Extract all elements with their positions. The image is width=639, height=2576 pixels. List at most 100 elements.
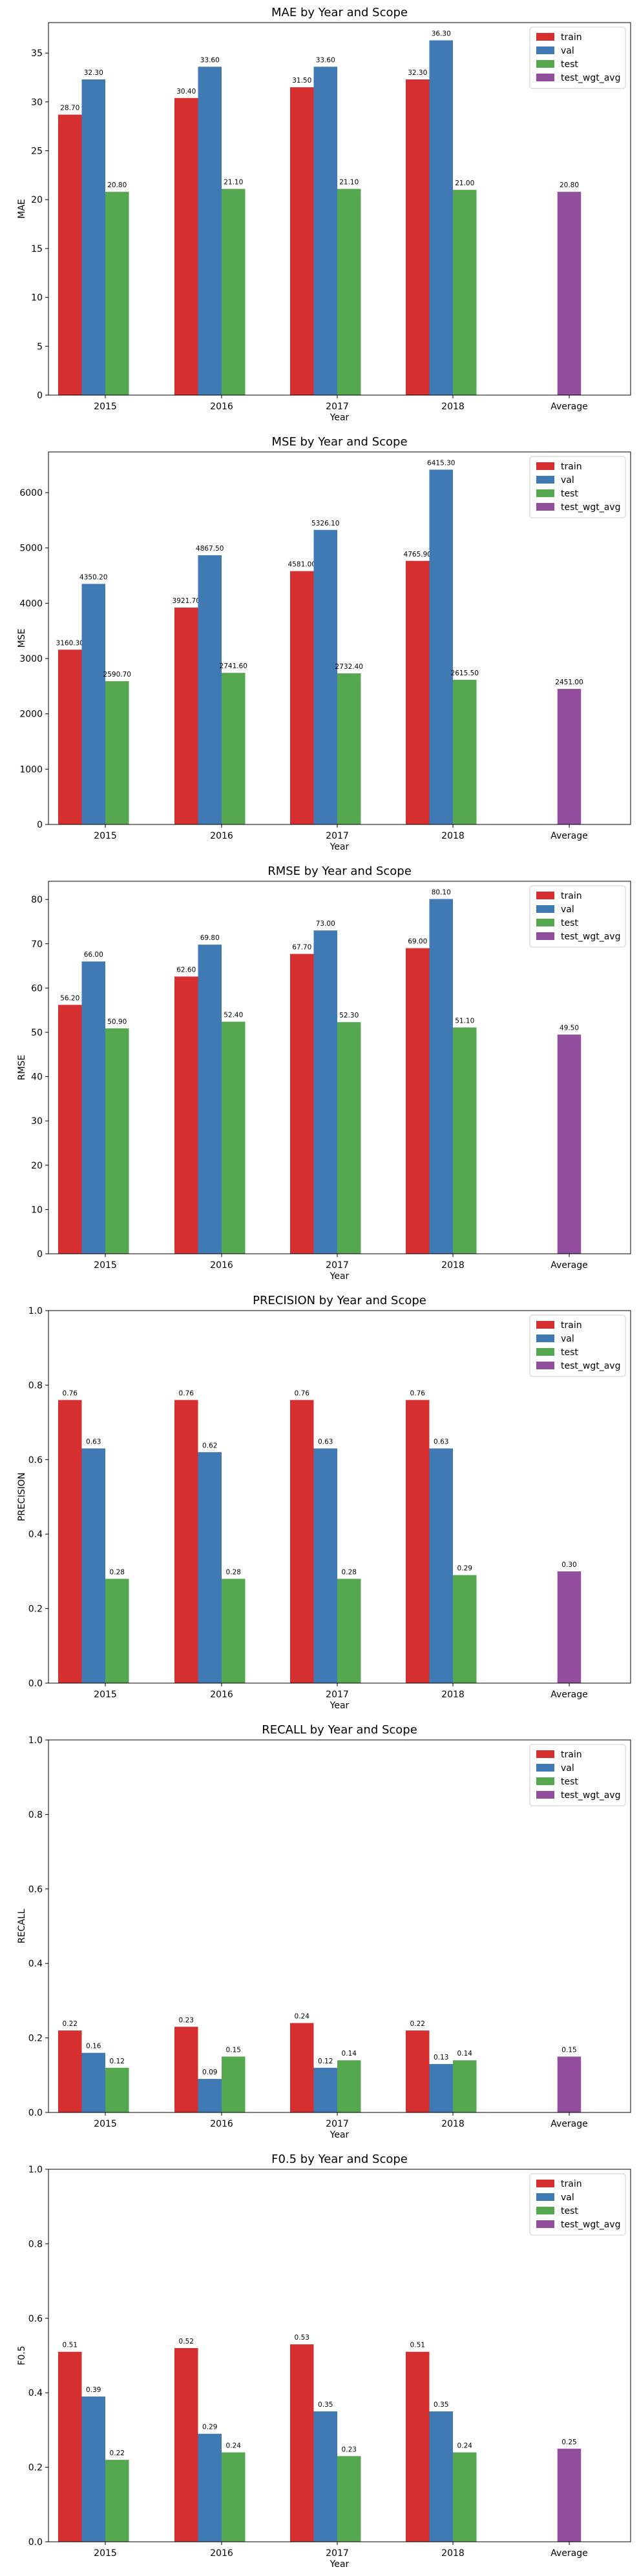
- chart-5-xtick-label: 2016: [210, 2119, 233, 2129]
- chart-1-data-label: 30.40: [176, 88, 196, 96]
- chart-2-ytick-label: 2000: [19, 710, 43, 720]
- chart-2-legend-label-train: train: [561, 462, 582, 472]
- chart-6-bar-train-2018: [406, 2351, 430, 2542]
- chart-5-ytick-label: 0.4: [28, 1959, 43, 1969]
- chart-6-title: F0.5 by Year and Scope: [271, 2152, 408, 2166]
- chart-6-data-label: 0.53: [295, 2334, 309, 2342]
- chart-2-data-label: 6415.30: [427, 459, 455, 467]
- chart-1-legend: train val test test_wgt_avg: [529, 26, 626, 89]
- chart-5-data-label: 0.23: [179, 2016, 194, 2024]
- chart-3-data-label: 49.50: [560, 1024, 579, 1032]
- chart-4-data-label: 0.30: [561, 1561, 576, 1569]
- chart-2-title: MSE by Year and Scope: [271, 435, 407, 449]
- chart-1-legend-swatch-train: [536, 33, 554, 41]
- chart-4-legend-swatch-test_wgt_avg: [536, 1362, 554, 1369]
- chart-5-data-label: 0.16: [86, 2043, 101, 2050]
- chart-6-data-label: 0.22: [110, 2449, 125, 2457]
- chart-5-title: RECALL by Year and Scope: [262, 1723, 417, 1737]
- chart-5-ytick-label: 0.6: [28, 1885, 43, 1895]
- chart-1-bar-val-2018: [429, 40, 453, 395]
- chart-5-ylabel: RECALL: [17, 1909, 27, 1944]
- chart-2-xtick-label: 2016: [210, 831, 233, 841]
- chart-6-data-label: 0.24: [457, 2442, 473, 2450]
- chart-2-data-label: 2732.40: [335, 663, 363, 671]
- chart-1-data-label: 28.70: [60, 105, 79, 112]
- chart-2-xtick-label: Average: [550, 831, 588, 841]
- chart-4-bar-train-2018: [406, 1400, 430, 1683]
- chart-3-data-label: 50.90: [107, 1018, 127, 1026]
- chart-3-data-label: 52.40: [224, 1012, 243, 1019]
- chart-6-ytick-label: 0.0: [28, 2537, 43, 2548]
- chart-2-bar-train-2018: [406, 560, 430, 824]
- chart-1-ytick-label: 35: [31, 48, 43, 59]
- chart-3-ytick-label: 50: [31, 1028, 43, 1038]
- chart-1-data-label: 21.10: [339, 179, 359, 187]
- chart-5-xtick-label: 2018: [441, 2119, 465, 2129]
- chart-3-legend-swatch-val: [536, 905, 554, 913]
- chart-4-bar-test-2015: [105, 1579, 129, 1683]
- chart-3-bar-val-2018: [429, 899, 453, 1254]
- chart-1-legend-swatch-test_wgt_avg: [536, 74, 554, 81]
- chart-2: MSE by Year and Scope 0 1000 2000 3000 4000 50…: [17, 435, 631, 852]
- chart-1-legend-swatch-val: [536, 46, 554, 54]
- chart-4-data-label: 0.63: [434, 1438, 448, 1446]
- chart-1-ylabel: MAE: [17, 199, 27, 219]
- chart-6-bar-test-2017: [337, 2456, 361, 2542]
- chart-6-data-label: 0.35: [434, 2401, 448, 2409]
- chart-4-bar-test-2018: [453, 1575, 477, 1683]
- chart-1-xtick-label: 2017: [326, 402, 349, 412]
- chart-4-xtick-label: 2015: [94, 1690, 117, 1700]
- chart-2-legend-label-test: test: [561, 489, 578, 499]
- chart-4-data-label: 0.76: [295, 1389, 310, 1397]
- chart-6-xlabel: Year: [330, 2559, 350, 2570]
- chart-4-bar-val-2016: [198, 1452, 222, 1683]
- chart-6-data-label: 0.23: [342, 2446, 357, 2453]
- chart-1-xtick-label: 2018: [441, 402, 465, 412]
- chart-4-ytick-label: 0.6: [28, 1455, 43, 1466]
- chart-2-bar-val-2015: [81, 584, 105, 824]
- chart-2-data-label: 5326.10: [311, 520, 339, 527]
- chart-4-ytick-label: 1.0: [28, 1306, 43, 1316]
- chart-1-xtick-label: Average: [550, 402, 588, 412]
- chart-1-bar-test-2017: [337, 189, 361, 395]
- chart-4-legend-swatch-test: [536, 1348, 554, 1356]
- chart-2-bar-train-2015: [58, 649, 82, 824]
- chart-6-data-label: 0.52: [179, 2338, 194, 2346]
- chart-4-bar-train-2017: [290, 1400, 314, 1683]
- chart-6-ytick-label: 0.2: [28, 2463, 43, 2473]
- chart-3-ylabel: RMSE: [17, 1055, 27, 1081]
- chart-5-xtick-label: 2015: [94, 2119, 117, 2129]
- chart-4-xtick-label: 2017: [326, 1690, 349, 1700]
- chart-3-bar-val-2015: [81, 961, 105, 1254]
- chart-6-legend-swatch-val: [536, 2193, 554, 2201]
- chart-3-bar-test-2016: [222, 1021, 246, 1254]
- chart-2-data-label: 3160.30: [56, 639, 84, 647]
- chart-5-data-label: 0.14: [342, 2050, 357, 2058]
- chart-4-ytick-label: 0.2: [28, 1604, 43, 1615]
- chart-6-xtick-label: 2016: [210, 2548, 233, 2559]
- chart-6-data-label: 0.35: [318, 2401, 333, 2409]
- chart-5-data-label: 0.22: [63, 2020, 78, 2028]
- chart-1-xtick-label: 2016: [210, 402, 233, 412]
- chart-1-bar-val-2017: [313, 66, 337, 396]
- chart-5-plot-frame: [48, 1739, 631, 2113]
- chart-4-legend: train val test test_wgt_avg: [529, 1314, 626, 1377]
- chart-5-bar-train-2018: [406, 2030, 430, 2112]
- chart-3-ytick-label: 10: [31, 1205, 43, 1215]
- chart-2-bar-test-2017: [337, 673, 361, 824]
- chart-3-plot-frame: [48, 881, 631, 1254]
- chart-4-legend-swatch-val: [536, 1334, 554, 1342]
- chart-3-bar-train-2016: [174, 976, 198, 1254]
- chart-1-bar-train-2016: [174, 97, 198, 396]
- chart-3-bar-test-2018: [453, 1027, 477, 1254]
- chart-1-bar-test-2016: [222, 189, 246, 395]
- chart-5-data-label: 0.12: [110, 2058, 125, 2065]
- chart-1-bar-train-2017: [290, 87, 314, 395]
- chart-5-data-label: 0.24: [295, 2013, 310, 2021]
- chart-1-ytick-label: 5: [37, 342, 43, 352]
- chart-1-ytick-label: 15: [31, 244, 43, 254]
- chart-5-legend-label-train: train: [561, 1750, 582, 1760]
- chart-3-legend-label-train: train: [561, 891, 582, 901]
- chart-4-bar-test-2016: [222, 1579, 246, 1683]
